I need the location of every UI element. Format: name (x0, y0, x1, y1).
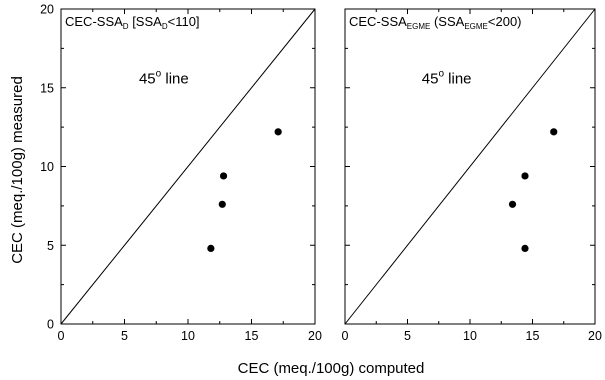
x-tick-label: 10 (181, 329, 195, 343)
chart-panel-1: 0 5 10 15 20 0 5 10 15 20 CEC-SSAD [SSAD<110] 45o l… (40, 3, 322, 344)
data-point (508, 200, 517, 208)
y-tick-label: 10 (40, 160, 54, 174)
x-tick-label: 5 (121, 329, 128, 343)
y-tick-label: 0 (47, 318, 54, 332)
y-tick-label: 15 (40, 81, 54, 95)
panel-title: CEC-SSAEGME (SSAEGME<200) (349, 14, 522, 31)
x-tick-label: 0 (342, 329, 349, 343)
y-axis-title: CEC (meq./100g) measured (9, 76, 26, 264)
reference-line-label: 45o line (422, 69, 472, 88)
y-tick-label: 20 (40, 3, 54, 17)
x-tick-label: 15 (526, 329, 540, 343)
data-point (521, 244, 529, 252)
x-tick-label: 5 (404, 329, 411, 343)
reference-line-45 (344, 8, 596, 325)
data-point (521, 172, 529, 180)
reference-line-label: 45o line (139, 69, 189, 88)
x-axis-title: CEC (meq./100g) computed (238, 360, 425, 377)
panel-title: CEC-SSAD [SSAD<110] (65, 14, 200, 31)
chart-panel-2: 0 5 10 15 20 CEC-SSAEGME (SSAEGME<200) 45o lin… (342, 8, 602, 343)
data-point (218, 200, 226, 208)
x-tick-label: 10 (463, 329, 477, 343)
data-point (219, 172, 228, 180)
data-point (550, 128, 558, 136)
x-tick-label: 0 (58, 329, 65, 343)
data-point (207, 244, 215, 252)
x-tick-label: 20 (588, 329, 602, 343)
y-tick-label: 5 (47, 239, 54, 253)
x-tick-label: 15 (245, 329, 259, 343)
data-point (274, 128, 282, 136)
reference-line-45 (60, 8, 316, 325)
x-tick-label: 20 (308, 329, 322, 343)
